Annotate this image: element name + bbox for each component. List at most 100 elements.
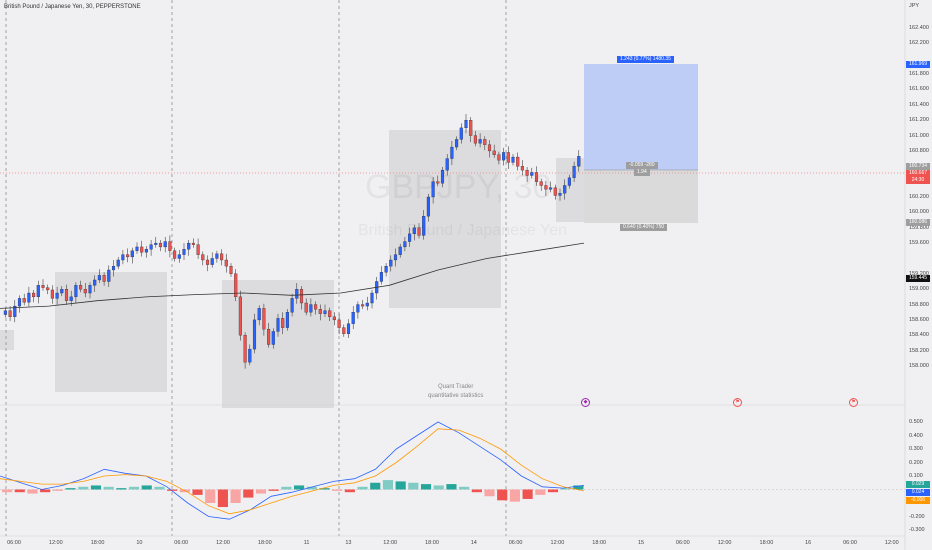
candle-body <box>88 285 92 294</box>
candle-body <box>220 253 224 261</box>
candle-body <box>492 150 496 155</box>
countdown-tag: 24:30 <box>906 177 930 184</box>
long-position-tool[interactable] <box>584 64 698 223</box>
range-box <box>556 158 584 222</box>
histogram-bar <box>382 480 394 490</box>
chart-title: British Pound / Japanese Yen, 30, PEPPER… <box>4 4 141 10</box>
candle-body <box>408 233 412 242</box>
candlestick-series <box>3 114 581 369</box>
candle-body <box>459 127 463 140</box>
candle-body <box>187 242 191 250</box>
candle-body <box>502 152 506 161</box>
time-tick-label: 12:00 <box>216 540 230 546</box>
candle-body <box>290 298 294 313</box>
entry-label: -0.059 -280 <box>626 162 658 169</box>
price-tick-label: 158.000 <box>909 363 929 369</box>
candle-body <box>224 259 228 267</box>
candle-body <box>412 227 416 235</box>
flag-icon[interactable]: ⚑ <box>733 398 742 407</box>
histogram-bar <box>116 488 127 490</box>
price-tick-label: 158.400 <box>909 332 929 339</box>
candle-body <box>351 312 355 324</box>
time-tick-label: 18:00 <box>592 540 607 546</box>
histogram-bar <box>268 489 279 491</box>
candle-body <box>158 242 163 248</box>
candle-body <box>332 316 336 321</box>
histogram-bar <box>370 482 381 490</box>
histogram-bar <box>154 486 165 490</box>
macd-pane <box>0 421 905 520</box>
histogram-bar <box>128 486 140 490</box>
histogram-bar <box>319 488 330 490</box>
flag-icon[interactable]: ⚑ <box>849 398 858 407</box>
histogram-bar <box>255 489 267 494</box>
candle-body <box>314 304 318 310</box>
candle-body <box>487 144 492 152</box>
time-tick-label: 06:00 <box>174 540 189 546</box>
candle-body <box>365 302 369 307</box>
candle-body <box>483 139 487 145</box>
candle-body <box>32 292 36 298</box>
candle-body <box>238 296 242 336</box>
range-box <box>389 130 501 308</box>
histogram-bar <box>90 485 102 490</box>
candle-body <box>520 166 524 171</box>
candle-body <box>267 328 271 345</box>
candle-body <box>299 289 304 304</box>
candle-body <box>370 292 374 304</box>
candle-body <box>506 152 510 163</box>
histogram-bar <box>14 489 25 493</box>
candle-body <box>154 242 158 245</box>
last-price-tag: 160.667 <box>906 170 930 177</box>
candle-body <box>572 166 576 178</box>
candle-body <box>140 246 144 253</box>
histogram-bar <box>332 489 343 491</box>
candle-body <box>144 249 148 253</box>
time-tick-label: 12:00 <box>383 540 398 546</box>
histogram-bar <box>433 485 444 490</box>
histogram-bar <box>192 489 203 495</box>
indicator-tick-label: 0.100 <box>909 473 923 479</box>
candle-body <box>41 285 45 288</box>
event-icon[interactable]: ◆ <box>581 398 590 407</box>
time-tick-label: 06:00 <box>508 540 523 546</box>
time-tick-label: 18:00 <box>425 540 439 546</box>
candle-body <box>205 259 210 265</box>
histogram-bar <box>573 485 584 490</box>
histogram-bar <box>52 489 63 491</box>
candle-body <box>342 327 346 334</box>
price-tick-label: 160.200 <box>909 194 929 200</box>
price-tick-label: 159.000 <box>909 286 929 293</box>
session-separators <box>5 0 507 536</box>
risk-zone <box>584 170 698 223</box>
histogram-bar <box>306 486 317 490</box>
currency-label: JPY <box>909 3 920 9</box>
histogram-bar <box>141 485 152 490</box>
candle-body <box>8 310 12 317</box>
time-tick-label: 12:00 <box>884 540 899 546</box>
histogram-bar <box>230 489 241 503</box>
price-tick-label: 162.200 <box>909 40 929 47</box>
candle-body <box>121 254 125 261</box>
candle-body <box>558 193 562 196</box>
price-tick-label: 158.600 <box>909 316 929 323</box>
candle-body <box>201 254 205 261</box>
indicator-tick-label: 0.500 <box>909 419 923 425</box>
candle-body <box>539 181 543 186</box>
histogram-bar <box>27 489 38 494</box>
candle-body <box>248 348 252 363</box>
histogram-value-tag: 0.029 <box>906 481 930 488</box>
candle-body <box>304 302 308 313</box>
indicator-tick-label: 0.300 <box>909 446 923 452</box>
histogram-bar <box>535 489 546 495</box>
candle-body <box>393 254 398 261</box>
time-tick-label: 16 <box>805 540 812 546</box>
candle-body <box>97 275 101 281</box>
candle-body <box>46 287 50 291</box>
candle-body <box>107 269 111 282</box>
candle-body <box>281 318 285 328</box>
candle-body <box>417 227 421 236</box>
time-tick-label: 06:00 <box>675 540 690 546</box>
candle-body <box>440 169 445 184</box>
